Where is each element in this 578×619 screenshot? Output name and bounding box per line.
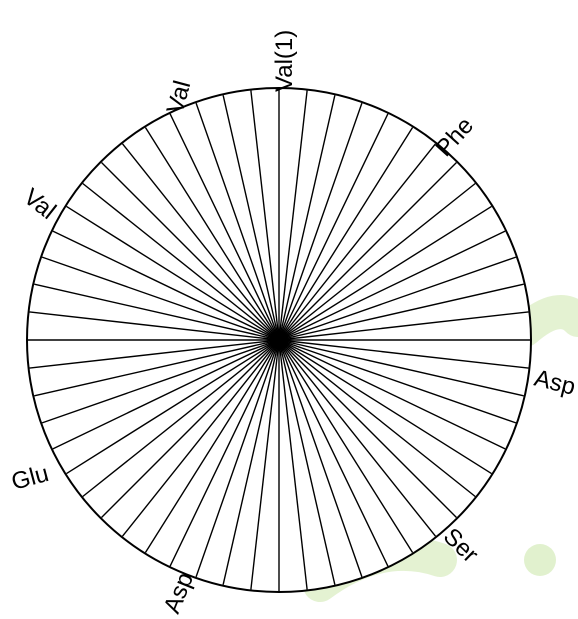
wheel-spoke — [278, 205, 492, 341]
wheel-spoke — [41, 339, 280, 424]
wheel-spoke — [29, 311, 280, 341]
wheel-spoke — [278, 339, 336, 585]
wheel-spoke — [278, 339, 529, 369]
wheel-spoke — [278, 339, 363, 578]
label-glu: Glu — [9, 460, 52, 496]
wheel-spoke — [278, 339, 414, 553]
wheel-spoke — [34, 339, 280, 397]
wheel-spoke — [278, 113, 389, 341]
wheel-hub — [274, 335, 284, 345]
wheel-spoke — [278, 90, 308, 341]
wheel-spoke — [250, 90, 280, 341]
wheel-spoke — [121, 339, 280, 537]
wheel-spoke — [278, 95, 336, 341]
wheel-spoke — [278, 311, 529, 341]
wheel-spoke — [29, 339, 280, 369]
label-asp-right: Asp — [532, 365, 578, 401]
wheel-spoke — [278, 127, 414, 341]
wheel-spoke — [278, 256, 517, 341]
wheel-spoke — [169, 339, 280, 567]
wheel-spoke — [66, 205, 280, 341]
wheel-spokes — [28, 89, 530, 591]
wheel-spoke — [278, 339, 476, 498]
wheel-spoke — [222, 339, 280, 585]
wheel-spoke — [278, 230, 506, 341]
wheel-spoke — [195, 102, 280, 341]
wheel-spoke — [278, 143, 437, 341]
wheel-spoke — [278, 339, 389, 567]
wheel-spoke — [278, 339, 437, 537]
wheel-spoke — [278, 182, 476, 341]
wheel-spoke — [278, 339, 492, 475]
wheel-spoke — [278, 102, 363, 341]
label-val-1: Val(1) — [271, 30, 298, 92]
wheel-spoke — [195, 339, 280, 578]
wheel-spoke — [222, 95, 280, 341]
wheel-spoke — [278, 339, 457, 518]
wheel-spoke — [278, 283, 524, 341]
wheel-spoke — [278, 339, 517, 424]
wheel-spoke — [278, 339, 308, 590]
wheel-spoke — [121, 143, 280, 341]
wheel-spoke — [144, 127, 280, 341]
wheel-spoke — [250, 339, 280, 590]
wheel-spoke — [82, 339, 280, 498]
wheel-spoke — [278, 339, 506, 450]
wheel-spoke — [278, 339, 524, 397]
wheel-spoke — [52, 230, 280, 341]
wheel-spoke — [278, 162, 457, 341]
wheel-spoke — [41, 256, 280, 341]
wheel-spoke — [82, 182, 280, 341]
wheel-spoke — [101, 339, 280, 518]
wheel-spoke — [144, 339, 280, 553]
wheel-spoke — [169, 113, 280, 341]
wheel-spoke — [66, 339, 280, 475]
wheel-spoke — [34, 283, 280, 341]
wheel — [26, 87, 532, 593]
label-val-left: Val — [18, 183, 61, 225]
wheel-spoke — [101, 162, 280, 341]
wheel-spoke — [52, 339, 280, 450]
